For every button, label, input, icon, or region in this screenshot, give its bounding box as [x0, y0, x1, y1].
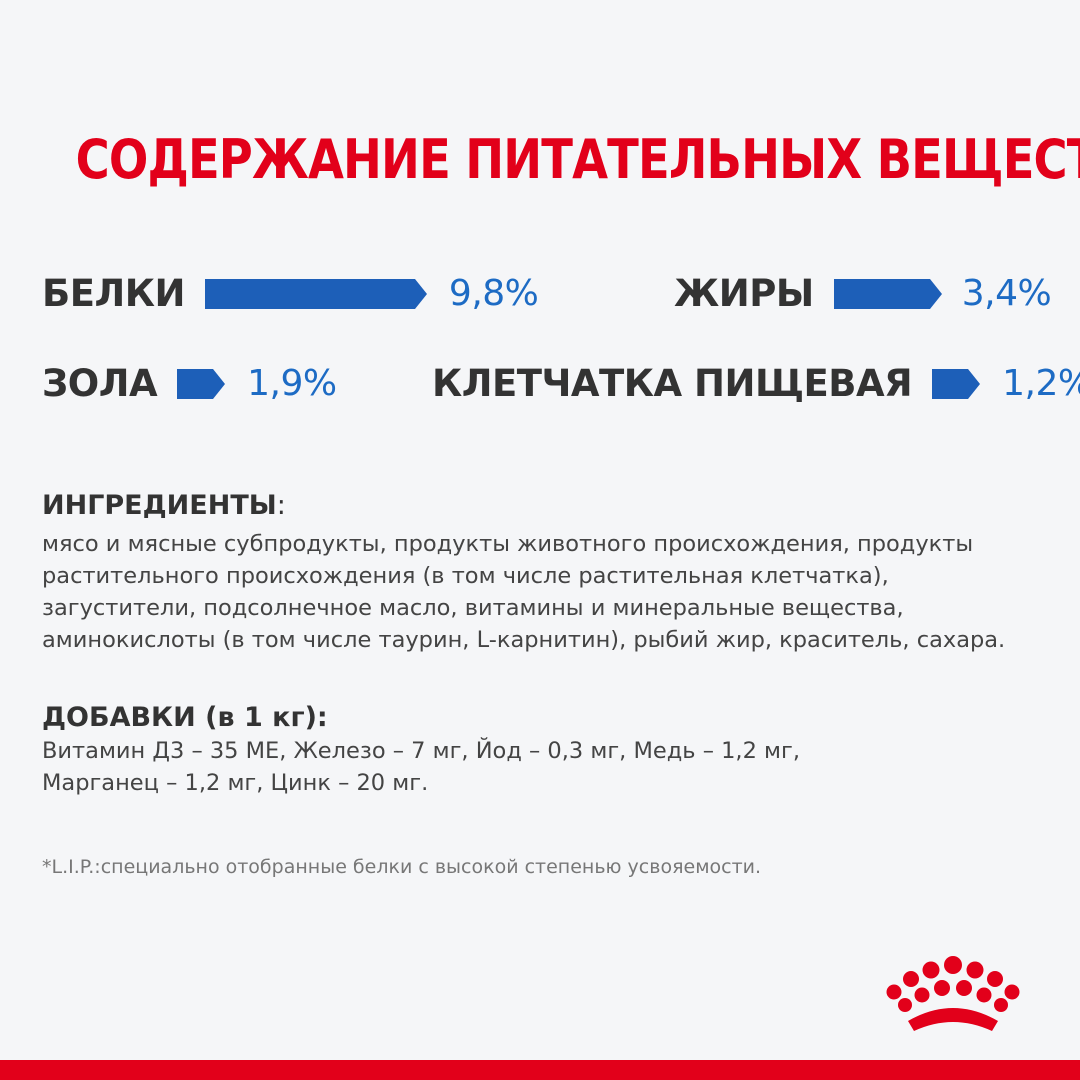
- nutrient-value: 1,9%: [247, 363, 337, 404]
- nutrient-fiber: КЛЕТЧАТКА ПИЩЕВАЯ 1,2%: [432, 362, 1080, 405]
- footnote: *L.I.P.:специально отобранные белки с вы…: [42, 856, 762, 878]
- page-title: СОДЕРЖАНИЕ ПИТАТЕЛЬНЫХ ВЕЩЕСТВ: [75, 128, 1080, 191]
- nutrient-label: КЛЕТЧАТКА ПИЩЕВАЯ: [432, 362, 913, 405]
- nutrient-value: 9,8%: [448, 273, 539, 314]
- ingredients-line: растительного происхождения (в том числе…: [42, 563, 889, 589]
- nutrient-label: ЖИРЫ: [674, 272, 814, 315]
- nutrient-value: 1,2%: [1002, 363, 1080, 404]
- nutrient-value: 3,4%: [961, 273, 1052, 314]
- nutrient-bar-fat: [833, 278, 942, 309]
- royal-canin-crown-logo-icon: [886, 956, 1020, 1031]
- ingredients-text: мясо и мясные субпродукты, продукты живо…: [42, 528, 1042, 656]
- nutrient-bar-protein: [204, 278, 427, 309]
- nutrient-protein: БЕЛКИ 9,8%: [42, 272, 539, 315]
- bottom-brand-stripe: [0, 1060, 1080, 1080]
- ingredients-line: аминокислоты (в том числе таурин, L-карн…: [42, 627, 1006, 653]
- additives-text: Витамин Д3 – 35 МЕ, Железо – 7 мг, Йод –…: [42, 735, 1042, 799]
- nutrient-fat: ЖИРЫ 3,4%: [674, 272, 1052, 315]
- nutrient-ash: ЗОЛА 1,9%: [42, 362, 337, 405]
- nutrient-label: ЗОЛА: [42, 362, 158, 405]
- nutrient-label: БЕЛКИ: [42, 272, 185, 315]
- nutrient-bar-fiber: [932, 368, 981, 399]
- ingredients-line: мясо и мясные субпродукты, продукты живо…: [42, 531, 974, 557]
- nutrient-bar-ash: [177, 368, 226, 399]
- ingredients-colon: :: [276, 490, 286, 521]
- ingredients-title: ИНГРЕДИЕНТЫ:: [42, 490, 286, 521]
- additives-title: ДОБАВКИ (в 1 кг):: [42, 702, 328, 733]
- additives-line: Витамин Д3 – 35 МЕ, Железо – 7 мг, Йод –…: [42, 738, 800, 764]
- additives-line: Марганец – 1,2 мг, Цинк – 20 мг.: [42, 770, 429, 796]
- ingredients-line: загустители, подсолнечное масло, витамин…: [42, 595, 904, 621]
- ingredients-title-text: ИНГРЕДИЕНТЫ: [42, 490, 277, 521]
